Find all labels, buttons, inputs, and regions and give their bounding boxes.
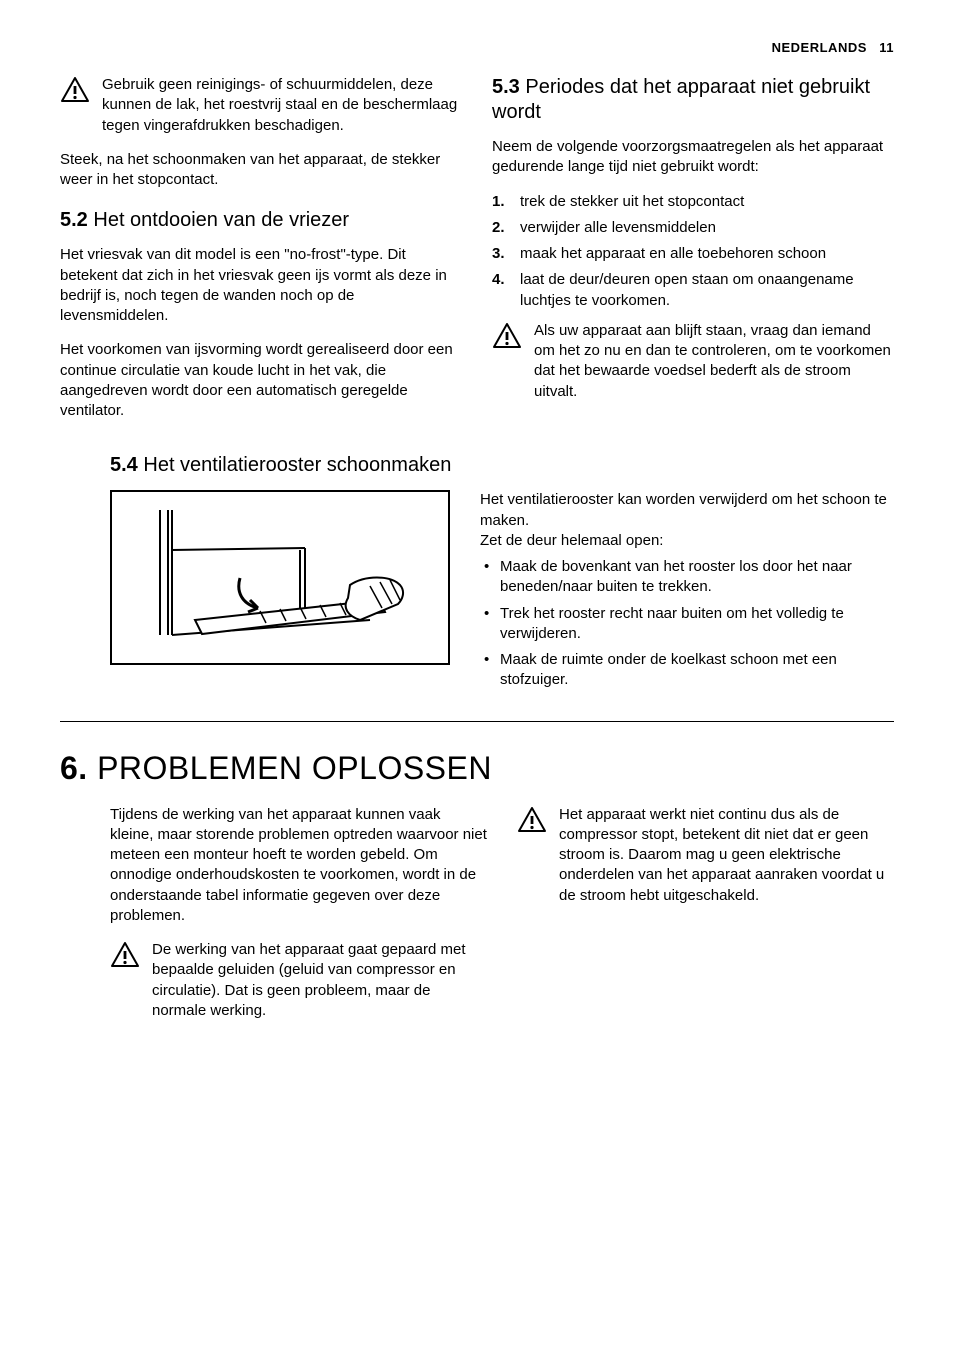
manual-page: NEDERLANDS 11 Gebruik geen reinigings- o… [0,0,954,1095]
heading-number: 5.3 [492,76,520,98]
left-column: Gebruik geen reinigings- of schuurmiddel… [60,75,462,435]
header-pagenum: 11 [879,40,894,55]
para-6-intro: Tijdens de werking van het apparaat kunn… [110,805,487,927]
figure-text-54: Het ventilatierooster kan worden verwijd… [480,490,894,700]
chapter-title: PROBLEMEN OPLOSSEN [97,750,492,786]
heading-5-4: 5.4 Het ventilatierooster schoonmaken [110,453,894,478]
warning-text: Het apparaat werkt niet continu dus als … [559,805,894,906]
page-header: NEDERLANDS 11 [60,40,894,55]
warning-text: De werking van het apparaat gaat gepaard… [152,940,487,1021]
para-53-intro: Neem de volgende voorzorgsmaatregelen al… [492,137,894,178]
list-item: trek de stekker uit het stopcontact [492,192,894,212]
heading-chapter-6: 6. PROBLEMEN OPLOSSEN [60,750,894,787]
figure-row-54: Het ventilatierooster kan worden verwijd… [110,490,894,700]
top-columns: Gebruik geen reinigings- of schuurmiddel… [60,75,894,435]
header-lang: NEDERLANDS [772,40,867,55]
heading-number: 5.4 [110,454,138,476]
right-column: 5.3 Periodes dat het apparaat niet gebru… [492,75,894,435]
warning-no-abrasives: Gebruik geen reinigings- of schuurmiddel… [60,75,462,136]
chapter-number: 6. [60,750,88,786]
list-item: maak het apparaat en alle toebehoren sch… [492,244,894,264]
list-item: Trek het rooster recht naar buiten om he… [480,604,894,645]
warning-long-standstill: Als uw apparaat aan blijft staan, vraag … [492,321,894,402]
para-54b: Zet de deur helemaal open: [480,531,894,551]
warning-compressor-stop: Het apparaat werkt niet continu dus als … [517,805,894,906]
warning-text: Gebruik geen reinigings- of schuurmiddel… [102,75,462,136]
warning-icon [60,76,90,104]
ch6-right: Het apparaat werkt niet continu dus als … [517,805,894,1036]
figure-vent-grille [110,490,450,670]
list-item: Maak de ruimte onder de koelkast schoon … [480,650,894,691]
ch6-columns: Tijdens de werking van het apparaat kunn… [110,805,894,1036]
heading-number: 5.2 [60,209,88,231]
warning-text: Als uw apparaat aan blijft staan, vraag … [534,321,894,402]
warning-icon [517,806,547,834]
section-divider [60,721,894,722]
list-item: laat de deur/deuren open staan om onaang… [492,270,894,311]
list-item: verwijder alle levensmiddelen [492,218,894,238]
bullets-54: Maak de bovenkant van het rooster los do… [480,557,894,691]
warning-icon [110,941,140,969]
para-54a: Het ventilatierooster kan worden verwijd… [480,490,894,531]
para-52b: Het voorkomen van ijsvorming wordt gerea… [60,340,462,421]
warning-icon [492,322,522,350]
heading-title: Periodes dat het apparaat niet gebruikt … [492,76,870,123]
steps-53: trek de stekker uit het stopcontact verw… [492,192,894,311]
heading-5-3: 5.3 Periodes dat het apparaat niet gebru… [492,75,894,125]
heading-title: Het ventilatierooster schoonmaken [143,454,451,476]
warning-normal-sounds: De werking van het apparaat gaat gepaard… [110,940,487,1021]
ch6-left: Tijdens de werking van het apparaat kunn… [110,805,487,1036]
heading-5-2: 5.2 Het ontdooien van de vriezer [60,208,462,233]
para-52a: Het vriesvak van dit model is een "no-fr… [60,245,462,326]
list-item: Maak de bovenkant van het rooster los do… [480,557,894,598]
para-plug-back: Steek, na het schoonmaken van het appara… [60,150,462,191]
heading-title: Het ontdooien van de vriezer [93,209,349,231]
